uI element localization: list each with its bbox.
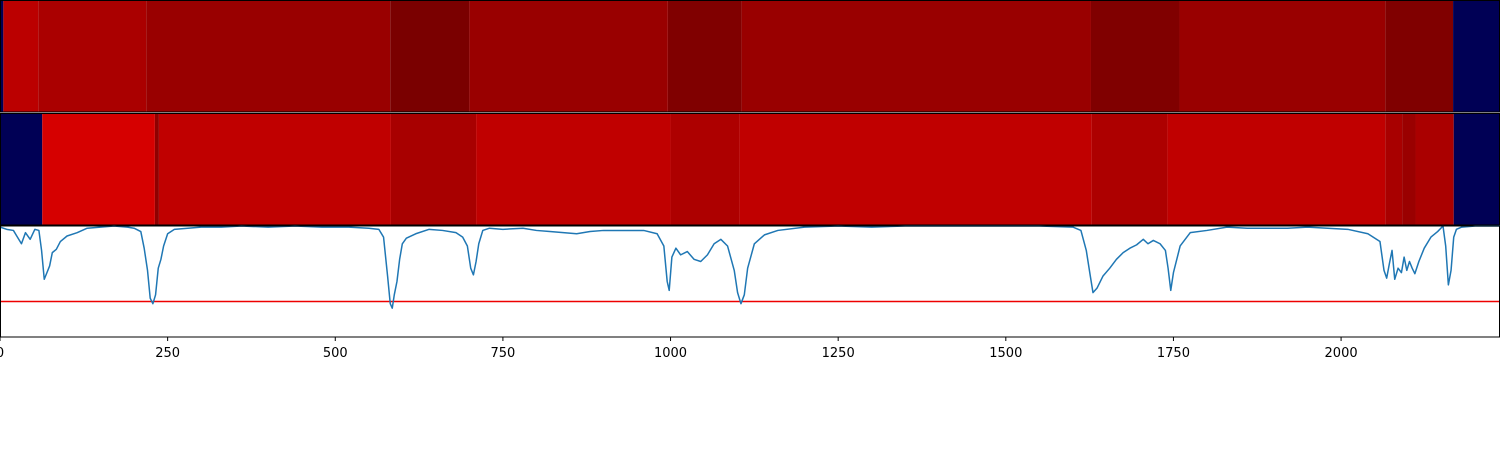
heatmap-cell [42,114,155,225]
heatmap-cell [1091,114,1168,225]
heatmap-cell [1167,114,1386,225]
x-axis: 0 250 500 750 1000 1250 1500 1750 2000 [0,337,1358,361]
heatmap-cell [1385,1,1454,112]
x-tick-label: 750 [490,346,515,361]
x-tick-label: 1500 [989,346,1022,361]
heatmap-cell [469,1,668,112]
heatmap-cell [0,114,43,225]
heatmap-cell [667,1,742,112]
heatmap-cell [3,1,39,112]
x-tick-label: 500 [323,346,348,361]
x-tick-label: 1000 [654,346,687,361]
heatmap-cell [1402,114,1416,225]
x-tick-label: 2000 [1325,346,1358,361]
heatmap-cell [390,114,477,225]
heatmap-cell [1385,114,1403,225]
heatmap-strip-top [0,0,1500,113]
heatmap-cell [390,1,470,112]
heatmap-cell [38,1,147,112]
heatmap-cell [0,1,4,112]
heatmap-cell [1453,1,1500,112]
line-plot-panel [0,225,1500,338]
heatmap-cell [1453,114,1500,225]
heatmap-cell [1415,114,1454,225]
heatmap-strip-middle [0,113,1500,226]
plot-background [0,226,1500,337]
series-line [0,225,1500,309]
heatmap-cell [158,114,391,225]
heatmap-cell [741,1,1091,112]
x-tick-label: 0 [0,346,4,361]
heatmap-cell [1179,1,1386,112]
heatmap-cell [670,114,740,225]
heatmap-cell [1090,1,1180,112]
heatmap-cell [146,1,391,112]
heatmap-cell [154,114,159,225]
x-tick-label: 250 [155,346,180,361]
x-tick-label: 1750 [1157,346,1190,361]
x-tick-label: 1250 [822,346,855,361]
heatmap-cell [476,114,671,225]
heatmap-cell [739,114,1092,225]
